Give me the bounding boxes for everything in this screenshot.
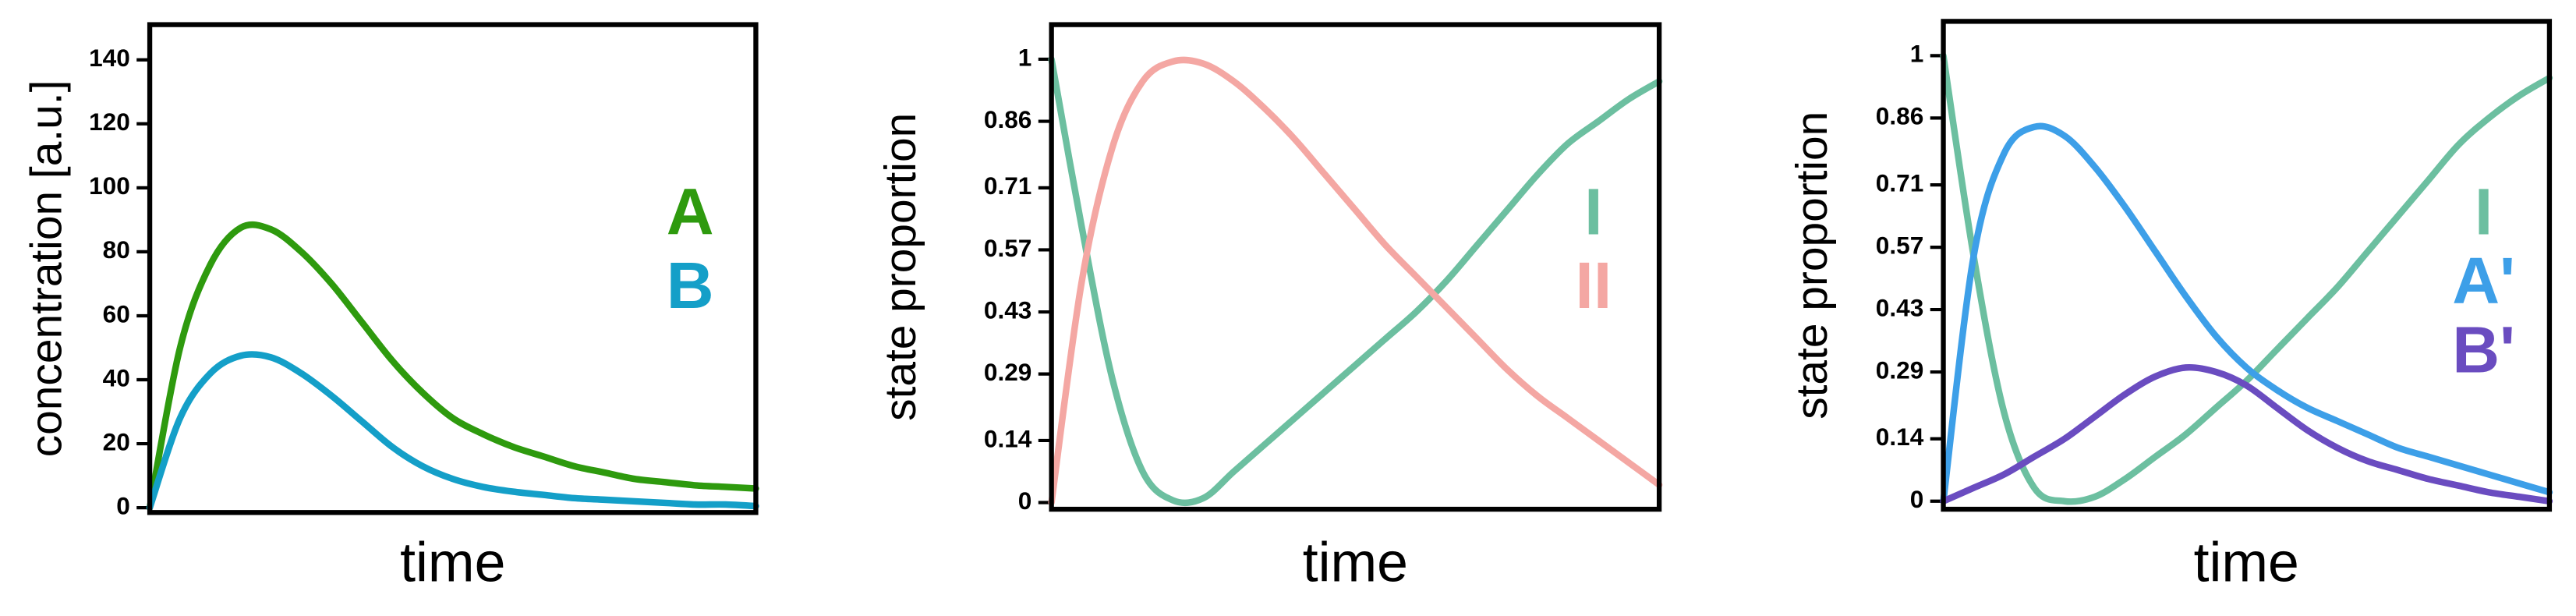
y-tick-label: 100	[89, 172, 130, 200]
y-tick-label: 0.14	[984, 424, 1032, 452]
y-tick-label: 0.43	[1876, 293, 1923, 321]
y-tick-label: 0.29	[984, 358, 1031, 386]
series-line	[1940, 52, 2553, 505]
y-tick-label: 0.86	[1876, 102, 1923, 130]
y-tick-label: 0.14	[1876, 423, 1924, 451]
series-line	[1048, 56, 1663, 506]
y-tick-label: 80	[103, 235, 130, 264]
y-axis-label: state proportion	[1788, 112, 1837, 420]
y-tick-label: 120	[89, 108, 130, 136]
series-line	[146, 351, 759, 512]
plot-frame	[1049, 22, 1662, 512]
plot-frame	[147, 22, 759, 515]
legend-label: A	[667, 175, 714, 248]
series-line	[1940, 122, 2553, 504]
y-tick-label: 0.86	[984, 105, 1031, 133]
x-axis-label: time	[1303, 532, 1408, 594]
legend-label: II	[1575, 249, 1612, 322]
y-tick-label: 0	[116, 491, 130, 519]
series-line	[1048, 55, 1663, 507]
legend-label: I	[1584, 175, 1602, 248]
legend-label: A'	[2452, 244, 2515, 317]
legend-label: B	[667, 249, 714, 322]
y-tick-label: 0	[1018, 487, 1032, 515]
legend-label: B'	[2452, 313, 2515, 386]
x-axis-label: time	[400, 532, 505, 594]
legend-label: I	[2475, 175, 2493, 248]
y-tick-label: 20	[103, 427, 130, 455]
x-axis-label: time	[2194, 532, 2299, 594]
series-line	[146, 221, 759, 512]
y-tick-label: 1	[1910, 40, 1924, 68]
y-tick-label: 0	[1910, 485, 1924, 513]
y-tick-label: 1	[1018, 43, 1032, 71]
y-tick-label: 60	[103, 299, 130, 327]
y-tick-label: 140	[89, 44, 130, 72]
plot-frame	[1941, 19, 2553, 512]
y-tick-label: 0.29	[1876, 356, 1923, 384]
y-tick-label: 0.71	[1876, 168, 1923, 196]
y-tick-label: 0.43	[984, 296, 1031, 324]
y-tick-label: 0.57	[984, 234, 1031, 262]
y-axis-label: concentration [a.u.]	[23, 80, 72, 458]
y-axis-label: state proportion	[876, 113, 925, 421]
y-tick-label: 0.71	[984, 172, 1031, 200]
series-line	[1940, 363, 2553, 504]
y-tick-label: 0.57	[1876, 231, 1923, 259]
y-tick-label: 40	[103, 363, 130, 391]
